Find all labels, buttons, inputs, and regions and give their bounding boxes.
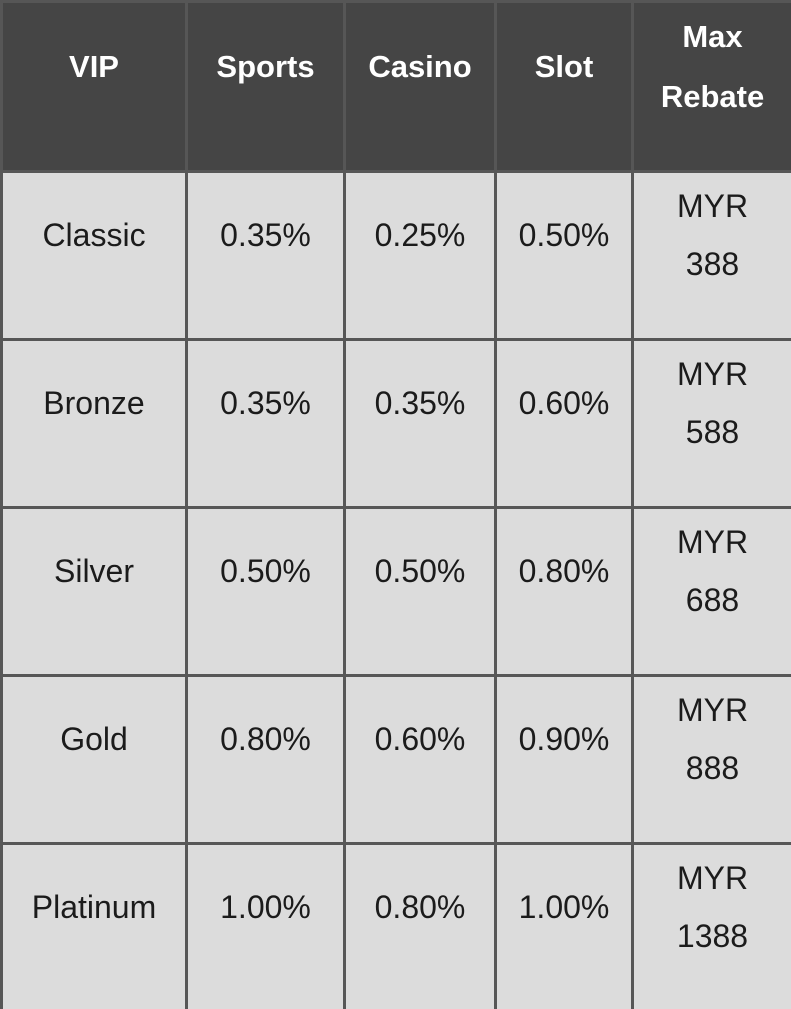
vip-tier-cell: Gold — [0, 674, 188, 845]
max-rebate-cell: MYR 1388 — [631, 842, 791, 1009]
header-cell-max-rebate: Max Rebate — [631, 0, 791, 173]
casino-rebate-cell: 0.35% — [343, 338, 497, 509]
max-rebate-currency: MYR — [676, 523, 749, 560]
slot-rebate-cell: 0.60% — [494, 338, 634, 509]
vip-tier-cell: Silver — [0, 506, 188, 677]
table-row: Platinum 1.00% 0.80% 1.00% MYR 1388 — [0, 842, 791, 1009]
casino-rebate-cell: 0.50% — [343, 506, 497, 677]
header-cell-sports: Sports — [185, 0, 346, 173]
sports-rebate-cell: 0.35% — [185, 338, 346, 509]
header-cell-casino: Casino — [343, 0, 497, 173]
max-rebate-currency: MYR — [676, 859, 749, 896]
max-rebate-cell: MYR 388 — [631, 170, 791, 341]
max-rebate-currency: MYR — [676, 691, 749, 728]
casino-rebate-cell: 0.60% — [343, 674, 497, 845]
max-rebate-amount: 388 — [685, 245, 740, 282]
max-rebate-cell: MYR 588 — [631, 338, 791, 509]
sports-rebate-cell: 1.00% — [185, 842, 346, 1009]
max-rebate-amount: 888 — [685, 749, 740, 786]
vip-tier-cell: Platinum — [0, 842, 188, 1009]
slot-rebate-cell: 1.00% — [494, 842, 634, 1009]
max-rebate-cell: MYR 888 — [631, 674, 791, 845]
max-rebate-currency: MYR — [676, 187, 749, 224]
vip-tier-cell: Bronze — [0, 338, 188, 509]
table-row: Classic 0.35% 0.25% 0.50% MYR 388 — [0, 170, 791, 341]
slot-rebate-cell: 0.90% — [494, 674, 634, 845]
max-rebate-amount: 588 — [685, 413, 740, 450]
table-row: Gold 0.80% 0.60% 0.90% MYR 888 — [0, 674, 791, 845]
max-rebate-cell: MYR 688 — [631, 506, 791, 677]
max-rebate-amount: 1388 — [676, 917, 749, 954]
sports-rebate-cell: 0.35% — [185, 170, 346, 341]
header-cell-slot: Slot — [494, 0, 634, 173]
table-row: Bronze 0.35% 0.35% 0.60% MYR 588 — [0, 338, 791, 509]
casino-rebate-cell: 0.25% — [343, 170, 497, 341]
max-rebate-currency: MYR — [676, 355, 749, 392]
table-row: Silver 0.50% 0.50% 0.80% MYR 688 — [0, 506, 791, 677]
sports-rebate-cell: 0.80% — [185, 674, 346, 845]
max-rebate-amount: 688 — [685, 581, 740, 618]
table-header-row: VIP Sports Casino Slot Max Rebate — [0, 0, 791, 173]
header-cell-vip: VIP — [0, 0, 188, 173]
slot-rebate-cell: 0.50% — [494, 170, 634, 341]
vip-tier-cell: Classic — [0, 170, 188, 341]
slot-rebate-cell: 0.80% — [494, 506, 634, 677]
casino-rebate-cell: 0.80% — [343, 842, 497, 1009]
sports-rebate-cell: 0.50% — [185, 506, 346, 677]
